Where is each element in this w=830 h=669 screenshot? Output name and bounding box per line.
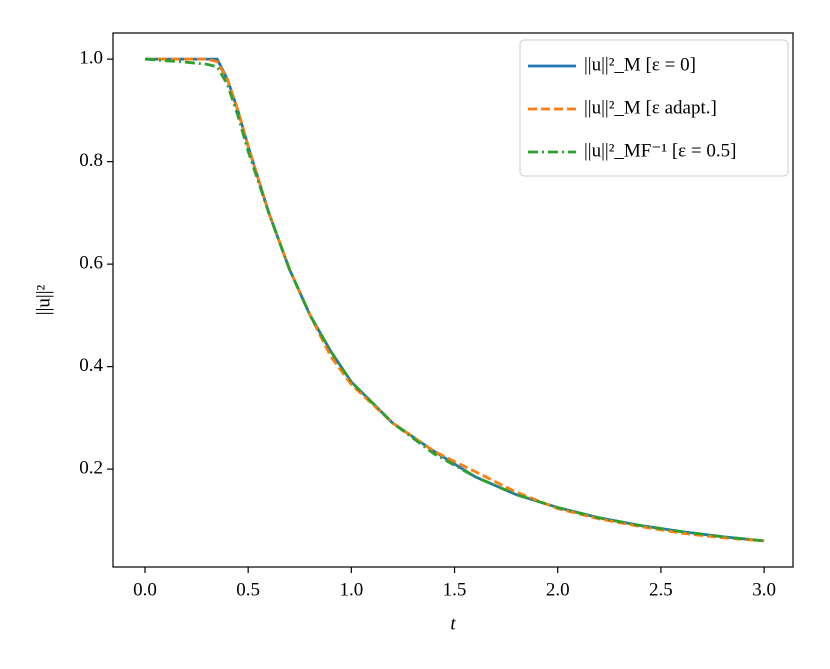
y-axis-label: ||u||² xyxy=(33,284,54,315)
y-tick-label: 0.8 xyxy=(79,150,103,171)
y-tick-label: 0.2 xyxy=(79,457,103,478)
x-tick-label: 2.0 xyxy=(546,579,570,600)
plot-frame xyxy=(112,32,794,568)
x-tick-label: 0.0 xyxy=(133,579,157,600)
legend-label: ||u||²_MF⁻¹ [ε = 0.5] xyxy=(584,140,736,161)
line-series xyxy=(144,57,765,543)
y-tick-label: 1.0 xyxy=(79,47,103,68)
line-series xyxy=(144,57,765,543)
y-tick-label: 0.6 xyxy=(79,252,103,273)
x-tick-label: 1.5 xyxy=(443,579,467,600)
x-tick-label: 0.5 xyxy=(236,579,260,600)
x-tick-label: 3.0 xyxy=(752,579,776,600)
x-axis-label: t xyxy=(450,613,456,634)
legend-label: ||u||²_M [ε adapt.] xyxy=(584,97,717,118)
x-tick-label: 1.0 xyxy=(339,579,363,600)
legend-label: ||u||²_M [ε = 0] xyxy=(584,54,696,75)
y-tick-label: 0.4 xyxy=(79,355,103,376)
x-tick-label: 2.5 xyxy=(649,579,673,600)
legend-box xyxy=(519,39,789,177)
